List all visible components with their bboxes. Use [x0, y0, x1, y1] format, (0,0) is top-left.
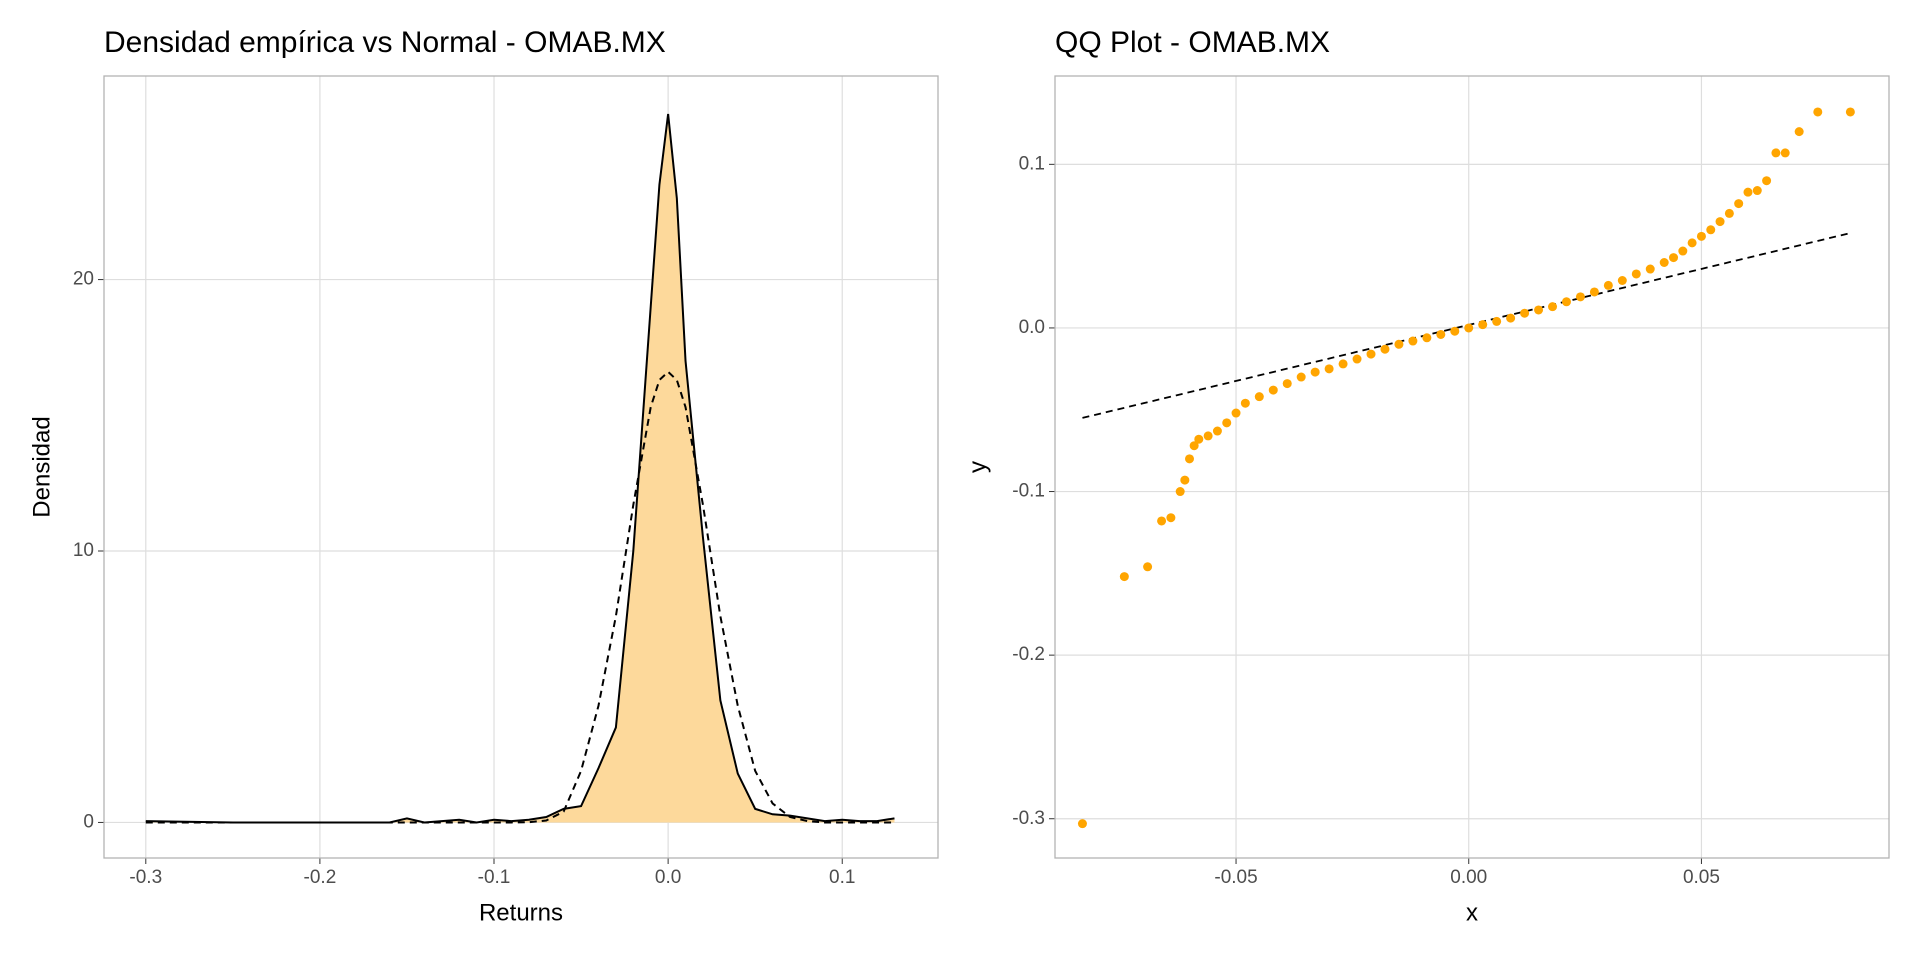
- qq-point: [1180, 475, 1190, 485]
- y-tick-label: -0.1: [1012, 481, 1045, 502]
- qq-point: [1478, 320, 1488, 330]
- panel-border: [103, 75, 939, 859]
- qq-point: [1296, 372, 1306, 382]
- chart-title: QQ Plot - OMAB.MX: [1055, 26, 1330, 59]
- x-tick-label: -0.05: [1214, 867, 1257, 888]
- qq-point: [1166, 513, 1176, 523]
- y-tick-label: 10: [73, 540, 94, 561]
- qq-point: [1743, 187, 1753, 197]
- qq-point: [1366, 349, 1376, 359]
- x-axis-title: Returns: [479, 899, 563, 926]
- qq-point: [1534, 305, 1544, 315]
- qq-point: [1715, 217, 1725, 227]
- qq-point: [1119, 572, 1129, 582]
- qq-point: [1845, 107, 1855, 117]
- qq-point: [1222, 418, 1232, 428]
- qq-point: [1338, 359, 1348, 369]
- qq-point: [1175, 487, 1185, 497]
- qq-point: [1696, 231, 1706, 241]
- qq-point: [1813, 107, 1823, 117]
- qq-point: [1212, 426, 1222, 436]
- y-axis-title: y: [964, 461, 991, 473]
- x-axis-title: x: [1466, 899, 1478, 926]
- qq-point: [1231, 408, 1241, 418]
- qq-point: [1464, 323, 1474, 333]
- qq-point: [1734, 199, 1744, 209]
- qq-point: [1408, 336, 1418, 346]
- qq-point: [1422, 333, 1432, 343]
- qq-point: [1077, 819, 1087, 829]
- qq-point: [1603, 280, 1613, 290]
- panel-border: [1054, 75, 1890, 859]
- qq-point: [1352, 354, 1362, 364]
- density-line: [145, 113, 895, 824]
- y-axis-title: Densidad: [28, 416, 55, 517]
- x-tick-label: 0.00: [1450, 867, 1487, 888]
- qq-point: [1645, 264, 1655, 274]
- qq-point: [1561, 297, 1571, 307]
- qq-point: [1631, 269, 1641, 279]
- qq-point: [1659, 258, 1669, 268]
- qq-point: [1492, 316, 1502, 326]
- qq-point: [1548, 302, 1558, 312]
- qq-point: [1771, 148, 1781, 158]
- qq-point: [1762, 176, 1772, 186]
- qq-point: [1436, 329, 1446, 339]
- qq-point: [1310, 367, 1320, 377]
- qq-point: [1203, 431, 1213, 441]
- qq-point: [1678, 246, 1688, 256]
- qq-point: [1189, 441, 1199, 451]
- qq-point: [1380, 344, 1390, 354]
- y-tick-label: 0.1: [1019, 153, 1045, 174]
- qq-point: [1185, 454, 1195, 464]
- qq-point: [1724, 208, 1734, 218]
- qq-point: [1669, 253, 1679, 263]
- normal-line: [145, 370, 895, 824]
- qq-point: [1240, 398, 1250, 408]
- qq-point: [1157, 516, 1167, 526]
- qq-point: [1506, 313, 1516, 323]
- y-tick-label: 0.0: [1019, 317, 1045, 338]
- qq-point: [1794, 127, 1804, 137]
- x-tick-label: 0.1: [829, 867, 855, 888]
- qq-point: [1617, 275, 1627, 285]
- qq-point: [1450, 326, 1460, 336]
- x-tick-label: -0.1: [478, 867, 511, 888]
- qq-point: [1752, 186, 1762, 196]
- qq-point: [1780, 148, 1790, 158]
- qq-point: [1687, 238, 1697, 248]
- qq-point: [1194, 434, 1204, 444]
- qq-point: [1282, 379, 1292, 389]
- panel-background: [1055, 76, 1889, 858]
- density-area: [145, 114, 895, 823]
- y-tick-label: 20: [73, 269, 94, 290]
- x-tick-label: -0.2: [304, 867, 337, 888]
- qq-point: [1589, 287, 1599, 297]
- qq-point: [1143, 562, 1153, 572]
- qq-point: [1520, 308, 1530, 318]
- qq-point: [1324, 364, 1334, 374]
- qq-point: [1706, 225, 1716, 235]
- qq-point: [1394, 339, 1404, 349]
- chart-title: Densidad empírica vs Normal - OMAB.MX: [104, 26, 666, 59]
- qq-point: [1268, 385, 1278, 395]
- x-tick-label: 0.05: [1683, 867, 1720, 888]
- x-tick-label: -0.3: [129, 867, 162, 888]
- x-tick-label: 0.0: [655, 867, 681, 888]
- y-tick-label: -0.3: [1012, 808, 1045, 829]
- qq-point: [1575, 292, 1585, 302]
- y-tick-label: -0.2: [1012, 644, 1045, 665]
- panel-background: [104, 76, 938, 858]
- y-tick-label: 0: [83, 811, 94, 832]
- qq-point: [1254, 392, 1264, 402]
